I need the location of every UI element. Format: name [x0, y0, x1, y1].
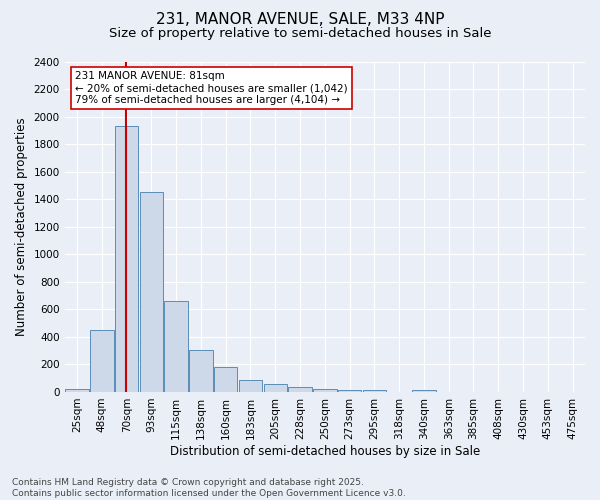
Text: Size of property relative to semi-detached houses in Sale: Size of property relative to semi-detach…: [109, 28, 491, 40]
Bar: [189, 350, 213, 392]
Text: 231, MANOR AVENUE, SALE, M33 4NP: 231, MANOR AVENUE, SALE, M33 4NP: [156, 12, 444, 28]
Text: Contains HM Land Registry data © Crown copyright and database right 2025.
Contai: Contains HM Land Registry data © Crown c…: [12, 478, 406, 498]
Bar: [164, 301, 188, 392]
Bar: [288, 387, 312, 392]
Bar: [263, 384, 287, 392]
X-axis label: Distribution of semi-detached houses by size in Sale: Distribution of semi-detached houses by …: [170, 444, 480, 458]
Bar: [313, 389, 337, 392]
Bar: [65, 389, 89, 392]
Bar: [115, 126, 139, 392]
Bar: [140, 192, 163, 392]
Bar: [338, 390, 361, 392]
Bar: [90, 330, 113, 392]
Bar: [362, 390, 386, 392]
Y-axis label: Number of semi-detached properties: Number of semi-detached properties: [15, 118, 28, 336]
Bar: [412, 390, 436, 392]
Bar: [239, 380, 262, 392]
Text: 231 MANOR AVENUE: 81sqm
← 20% of semi-detached houses are smaller (1,042)
79% of: 231 MANOR AVENUE: 81sqm ← 20% of semi-de…: [75, 72, 347, 104]
Bar: [214, 367, 238, 392]
